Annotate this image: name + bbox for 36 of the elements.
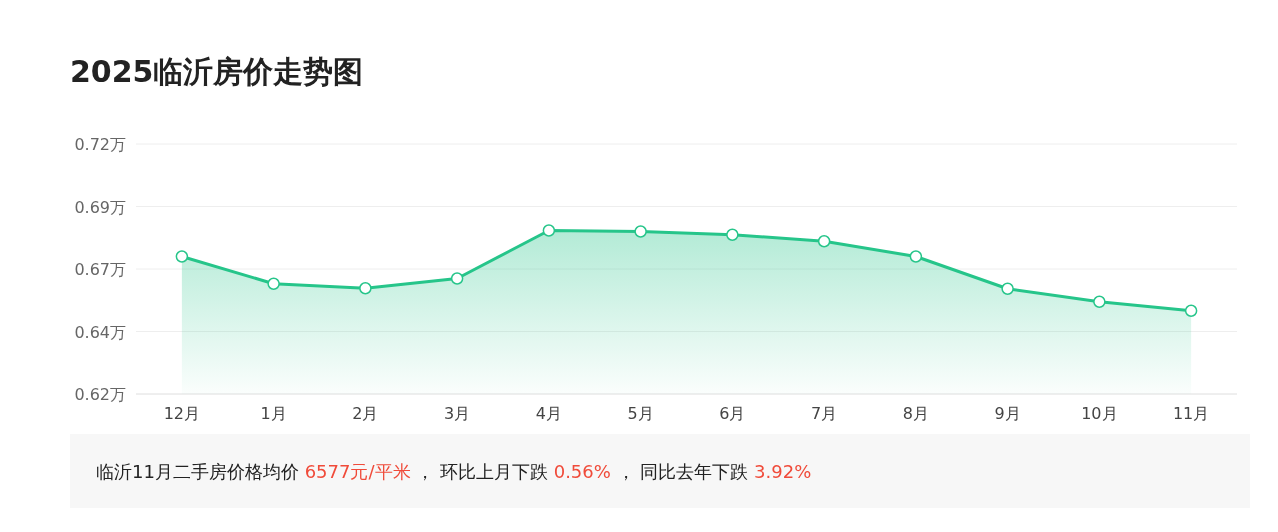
- y-tick-label: 0.72万: [74, 135, 126, 154]
- point: [1184, 304, 1198, 317]
- x-tick-label: 7月: [811, 404, 838, 423]
- x-tick-label: 8月: [902, 404, 929, 423]
- x-tick-label: 2月: [352, 404, 379, 423]
- x-tick-label: 6月: [719, 404, 746, 423]
- text: 0.56%: [547, 461, 611, 482]
- text: ， 同比去年下跌: [610, 461, 749, 482]
- text: 6577元/平米: [298, 461, 411, 482]
- point: [726, 228, 739, 241]
- chart-title: 2025临沂房价走势图: [70, 54, 364, 89]
- point: [267, 277, 280, 290]
- point: [359, 282, 372, 295]
- text: 临沂11月二手房价格均价: [96, 461, 299, 482]
- x-tick-label: 9月: [994, 404, 1021, 423]
- point: [909, 250, 923, 263]
- x-tick-label: 4月: [535, 404, 562, 423]
- x-tick-label: 1月: [260, 404, 287, 423]
- point: [175, 250, 189, 263]
- point: [1001, 282, 1014, 295]
- point: [634, 225, 647, 238]
- y-tick-label: 0.69万: [74, 197, 126, 217]
- y-tick-label: 0.62万: [74, 385, 126, 404]
- text: ， 环比上月下跌: [410, 461, 548, 482]
- y-tick-label: 0.67万: [74, 260, 126, 279]
- x-tick-label: 10月: [1081, 404, 1118, 423]
- y-tick-label: 0.64万: [74, 322, 126, 342]
- text: 3.92%: [748, 461, 812, 482]
- x-tick-label: 5月: [627, 404, 654, 423]
- x-tick-label: 11月: [1172, 404, 1210, 423]
- x-tick-label: 12月: [163, 404, 201, 423]
- x-tick-label: 3月: [444, 404, 471, 423]
- point: [542, 224, 556, 237]
- point: [817, 235, 831, 248]
- point: [1093, 295, 1106, 308]
- point: [450, 272, 464, 285]
